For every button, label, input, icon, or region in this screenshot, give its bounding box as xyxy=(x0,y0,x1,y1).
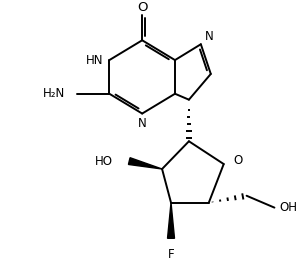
Text: HO: HO xyxy=(95,155,113,168)
Text: N: N xyxy=(205,30,214,43)
Polygon shape xyxy=(168,203,175,238)
Text: F: F xyxy=(168,248,174,261)
Text: O: O xyxy=(137,1,147,14)
Text: OH: OH xyxy=(279,201,297,214)
Polygon shape xyxy=(128,158,162,169)
Text: O: O xyxy=(234,154,243,167)
Text: H₂N: H₂N xyxy=(42,87,65,100)
Text: HN: HN xyxy=(86,53,103,67)
Text: N: N xyxy=(138,117,146,130)
